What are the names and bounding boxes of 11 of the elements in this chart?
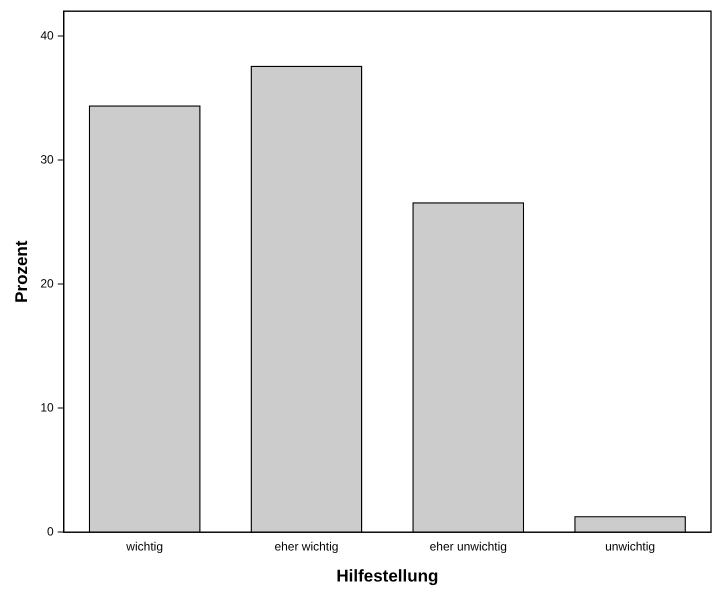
x-tick-label: eher wichtig (274, 540, 338, 554)
x-tick-label: unwichtig (605, 540, 656, 554)
x-axis-title: Hilfestellung (336, 566, 438, 586)
y-tick-label: 10 (40, 400, 54, 414)
y-tick-label: 20 (40, 276, 54, 290)
y-tick-label: 40 (40, 28, 54, 42)
y-tick-label: 0 (47, 524, 54, 539)
x-tick-label: eher unwichtig (430, 540, 507, 554)
y-axis-title: Prozent (12, 240, 31, 303)
y-tick-label: 30 (40, 152, 54, 166)
x-tick-label: wichtig (125, 540, 163, 554)
